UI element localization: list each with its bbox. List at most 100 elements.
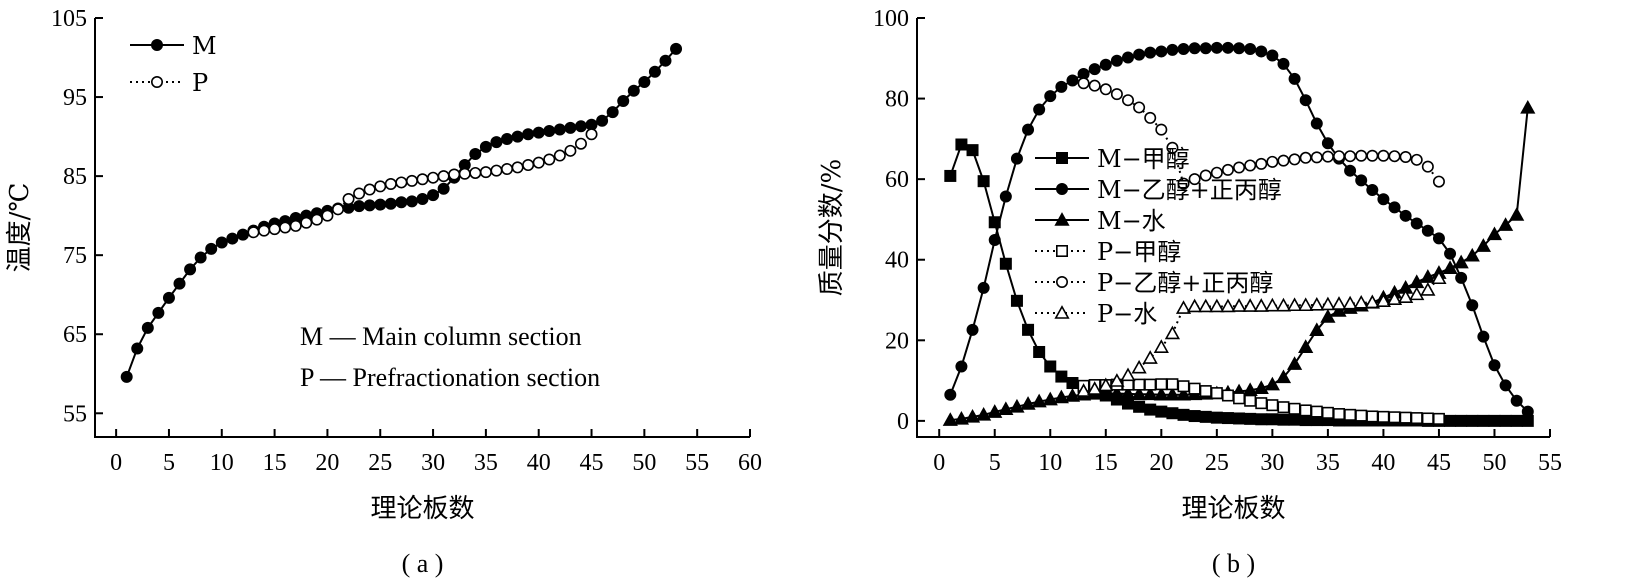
data-point bbox=[1497, 217, 1514, 231]
data-point bbox=[173, 277, 186, 290]
data-point bbox=[1020, 396, 1036, 410]
series-2 bbox=[942, 99, 1536, 426]
data-point bbox=[1009, 398, 1025, 413]
data-point bbox=[1475, 238, 1491, 252]
data-point bbox=[574, 120, 587, 133]
data-point bbox=[1166, 141, 1179, 154]
data-point bbox=[1053, 389, 1069, 404]
data-point bbox=[1455, 414, 1468, 427]
legend-marker bbox=[1054, 212, 1070, 226]
data-point bbox=[226, 232, 239, 245]
data-point bbox=[1321, 150, 1334, 163]
x-tick-label: 20 bbox=[1149, 450, 1173, 476]
data-point bbox=[638, 76, 651, 89]
data-point bbox=[1110, 54, 1123, 67]
data-point bbox=[944, 388, 957, 401]
data-point bbox=[1499, 379, 1512, 392]
x-tick-label: 25 bbox=[1205, 450, 1229, 476]
data-point bbox=[1098, 385, 1114, 400]
x-tick-label: 40 bbox=[527, 450, 551, 476]
data-point bbox=[1055, 370, 1068, 383]
x-axis-label: 理论板数 bbox=[370, 494, 474, 524]
data-point bbox=[1188, 42, 1201, 55]
data-point bbox=[1155, 405, 1168, 418]
data-point bbox=[353, 187, 366, 200]
legend-marker bbox=[151, 76, 164, 89]
data-point bbox=[648, 65, 661, 78]
x-axis-label: 理论板数 bbox=[1181, 494, 1285, 524]
panel-label: ( b ) bbox=[1212, 549, 1255, 578]
data-point bbox=[1298, 297, 1314, 312]
data-point bbox=[1266, 155, 1279, 168]
data-point bbox=[1120, 367, 1136, 382]
data-point bbox=[1144, 111, 1157, 124]
data-point bbox=[1410, 412, 1423, 425]
data-point bbox=[1431, 270, 1447, 285]
data-point bbox=[1477, 330, 1490, 343]
data-point bbox=[988, 233, 1001, 246]
data-point bbox=[1131, 359, 1147, 374]
data-point bbox=[1188, 382, 1201, 395]
data-point bbox=[987, 404, 1003, 418]
data-point bbox=[1399, 411, 1412, 424]
data-point bbox=[1253, 380, 1269, 395]
data-point bbox=[1399, 209, 1412, 222]
data-point bbox=[490, 136, 503, 149]
data-point bbox=[1521, 405, 1534, 418]
data-point bbox=[617, 95, 630, 108]
data-point bbox=[1388, 411, 1401, 424]
data-point bbox=[1210, 387, 1223, 400]
data-point bbox=[1177, 43, 1190, 56]
data-point bbox=[1166, 43, 1179, 56]
data-point bbox=[1066, 74, 1079, 87]
data-point bbox=[659, 54, 672, 67]
data-point bbox=[1377, 410, 1390, 423]
data-point bbox=[405, 174, 418, 187]
legend-marker bbox=[1056, 245, 1069, 258]
data-point bbox=[448, 168, 461, 181]
legend-item: M−甲醇 bbox=[1035, 145, 1190, 173]
data-point bbox=[596, 114, 609, 127]
data-point bbox=[152, 306, 165, 319]
data-point bbox=[1409, 286, 1425, 301]
y-tick-label: 95 bbox=[63, 85, 87, 111]
data-point bbox=[1244, 394, 1257, 407]
data-point bbox=[1264, 297, 1280, 312]
data-point bbox=[976, 406, 992, 421]
data-point bbox=[1155, 45, 1168, 58]
data-point bbox=[1010, 152, 1023, 165]
data-point bbox=[1288, 153, 1301, 166]
data-point bbox=[1277, 413, 1290, 426]
data-point bbox=[321, 209, 334, 222]
data-point bbox=[1099, 83, 1112, 96]
data-point bbox=[1099, 58, 1112, 71]
data-point bbox=[1010, 294, 1023, 307]
data-point bbox=[205, 242, 218, 255]
data-point bbox=[331, 203, 344, 216]
data-point bbox=[1210, 166, 1223, 179]
data-point bbox=[501, 132, 514, 145]
data-point bbox=[1333, 408, 1346, 421]
data-point bbox=[1044, 90, 1057, 103]
y-tick-label: 0 bbox=[897, 409, 909, 435]
legend-item: P−水 bbox=[1035, 300, 1157, 328]
data-point bbox=[1453, 254, 1469, 269]
legend-marker bbox=[1054, 305, 1070, 319]
data-point bbox=[1410, 153, 1423, 166]
data-point bbox=[1310, 151, 1323, 164]
data-point bbox=[1421, 160, 1434, 173]
data-point bbox=[1220, 298, 1236, 313]
data-point bbox=[1277, 401, 1290, 414]
data-point bbox=[511, 130, 524, 143]
data-point bbox=[1255, 397, 1268, 410]
data-point bbox=[670, 42, 683, 55]
data-point bbox=[501, 162, 514, 175]
x-tick-label: 55 bbox=[685, 450, 709, 476]
data-point bbox=[1321, 406, 1334, 419]
data-point bbox=[1209, 298, 1225, 313]
data-point bbox=[1510, 394, 1523, 407]
data-point bbox=[1133, 101, 1146, 114]
series-5 bbox=[1075, 270, 1447, 397]
data-point bbox=[279, 221, 292, 234]
